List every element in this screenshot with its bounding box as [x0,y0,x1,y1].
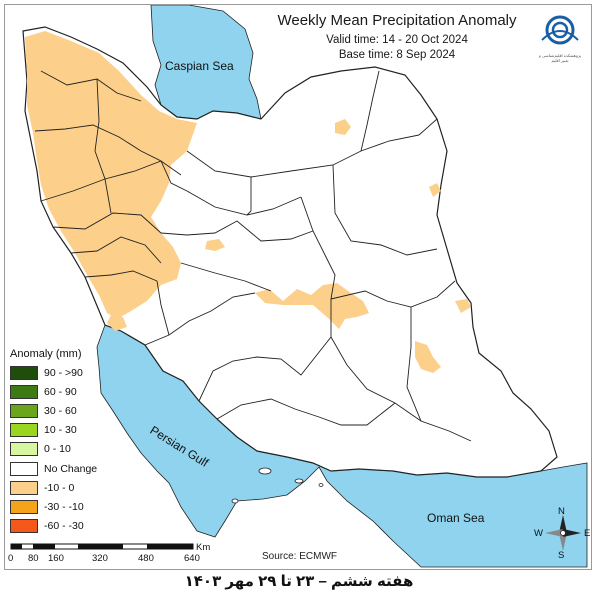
scale-tick-80: 80 [28,553,39,564]
legend-swatch [10,423,38,438]
legend-label: 0 - 10 [44,443,71,456]
anomaly-north-central [205,239,225,251]
legend-item: 0 - 10 [10,440,120,459]
legend-swatch [10,499,38,514]
anomaly-northeast-a [335,119,351,135]
valid-time: Valid time: 14 - 20 Oct 2024 [326,34,468,46]
legend-swatch [10,365,38,380]
anomaly-northwest [25,31,197,319]
legend-label: 10 - 30 [44,424,77,437]
logo-text: پژوهشکده اقلیم‌شناسی و تغییر اقلیم [538,53,582,63]
legend-swatch [10,403,38,418]
legend-swatch [10,461,38,476]
anomaly-southeast [415,341,441,373]
compass-s: S [558,550,565,561]
map-frame: Caspian Sea Persian Gulf Oman Sea [4,4,592,570]
legend-item: -60 - -30 [10,517,120,536]
legend-item: 90 - >90 [10,363,120,382]
caspian-sea-label: Caspian Sea [165,59,234,73]
scale-tick-160: 160 [48,553,64,564]
oman-sea-label: Oman Sea [427,511,485,525]
legend-label: No Change [44,462,98,475]
legend-swatch [10,480,38,495]
legend-label: 30 - 60 [44,404,77,417]
scale-tick-480: 480 [138,553,154,564]
legend-swatch [10,442,38,457]
legend-rows: 90 - >90 60 - 90 30 - 60 10 - 30 0 - 10 No Ch… [10,363,120,536]
legend-label: -60 - -30 [44,520,84,533]
legend-label: 90 - >90 [44,366,83,379]
compass-n: N [558,506,565,517]
source-label: Source: ECMWF [262,551,338,562]
scale-tick-320: 320 [92,553,108,564]
compass-rose [545,515,581,551]
scale-tick-640: 640 [184,553,200,564]
anomaly-regions [25,31,471,373]
institute-logo: پژوهشکده اقلیم‌شناسی و تغییر اقلیم [536,12,584,63]
week-footer: هفته ششم – ۲۳ تا ۲۹ مهر ۱۴۰۳ [184,573,414,590]
legend-label: 60 - 90 [44,385,77,398]
legend-label: -10 - 0 [44,481,75,494]
scale-tick-0: 0 [8,553,14,564]
compass-e: E [584,528,591,539]
scale-unit: Km [196,542,211,553]
logo-icon [541,15,579,45]
map-title: Weekly Mean Precipitation Anomaly [277,12,517,29]
legend-item: -10 - 0 [10,478,120,497]
anomaly-central [255,283,369,329]
legend-item: No Change [10,459,120,478]
legend-swatch [10,519,38,534]
legend-item: 10 - 30 [10,421,120,440]
gulf-islands [231,467,324,504]
anomaly-east [455,299,471,313]
legend-item: 30 - 60 [10,401,120,420]
iran-map [10,5,588,568]
base-time: Base time: 8 Sep 2024 [338,49,456,61]
compass-w: W [534,528,543,539]
anomaly-northeast-b [429,183,441,197]
legend: Anomaly (mm) 90 - >90 60 - 90 30 - 60 10 - … [10,348,120,536]
scale-bar [10,543,194,550]
legend-title: Anomaly (mm) [10,348,82,360]
legend-item: 60 - 90 [10,382,120,401]
legend-swatch [10,384,38,399]
legend-item: -30 - -10 [10,497,120,516]
province-borders [34,70,472,442]
anomaly-south [107,315,127,331]
legend-label: -30 - -10 [44,500,84,513]
